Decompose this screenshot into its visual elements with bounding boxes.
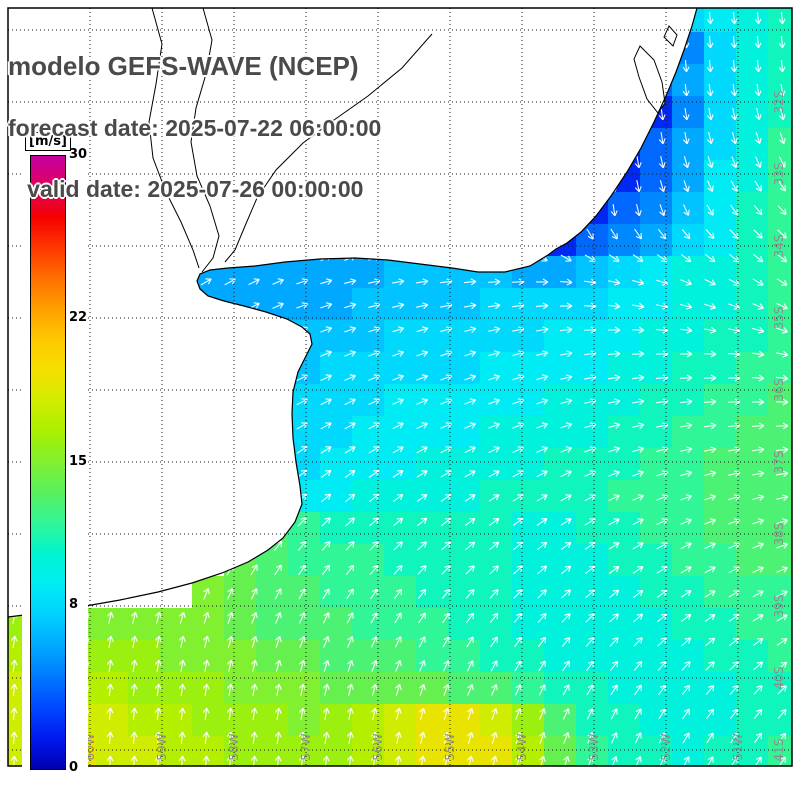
lon-label: 55W xyxy=(443,733,457,761)
colorbar: [m/s] 30 22 15 8 0 xyxy=(22,126,88,778)
graticule-grid xyxy=(8,8,792,766)
forecast-date-line: forecast date: 2025-07-22 06:00:00 xyxy=(8,115,382,141)
colorbar-tick: 22 xyxy=(69,310,88,326)
lat-label: 33S xyxy=(772,162,786,186)
colorbar-tick: 0 xyxy=(69,760,79,775)
colorbar-gradient xyxy=(30,155,66,770)
colorbar-tick: 15 xyxy=(69,453,88,469)
lat-label: 37S xyxy=(772,450,786,474)
colorbar-tick: 30 xyxy=(69,147,88,162)
wave-field-cells xyxy=(8,8,792,766)
map-frame xyxy=(7,7,793,767)
lat-label: 41S xyxy=(772,738,786,762)
river-borders xyxy=(148,8,433,273)
lat-label: 40S xyxy=(772,666,786,690)
lat-label: 32S xyxy=(772,90,786,114)
title-block: modelo GEFS-WAVE (NCEP) forecast date: 2… xyxy=(8,16,381,238)
lat-label: 36S xyxy=(772,378,786,402)
colorbar-unit-label: [m/s] xyxy=(25,132,71,151)
valid-date-line: valid date: 2025-07-26 00:00:00 xyxy=(8,176,364,202)
lat-label: 39S xyxy=(772,594,786,618)
coastline xyxy=(8,8,698,618)
wind-arrows xyxy=(10,11,789,766)
land-mask xyxy=(0,0,697,618)
lat-label: 35S xyxy=(772,306,786,330)
lon-label: 53W xyxy=(587,733,601,761)
lon-label: 51W xyxy=(731,733,745,761)
colorbar-tick: 8 xyxy=(69,596,79,612)
lon-label: 54W xyxy=(515,733,529,761)
lon-label: 59W xyxy=(155,733,169,761)
lon-label: 56W xyxy=(371,733,385,761)
lat-label: 34S xyxy=(772,234,786,258)
lat-label: 38S xyxy=(772,522,786,546)
model-title: modelo GEFS-WAVE (NCEP) xyxy=(8,51,359,81)
lon-label: 52W xyxy=(659,733,673,761)
lon-label: 58W xyxy=(227,733,241,761)
lon-label: 57W xyxy=(299,733,313,761)
